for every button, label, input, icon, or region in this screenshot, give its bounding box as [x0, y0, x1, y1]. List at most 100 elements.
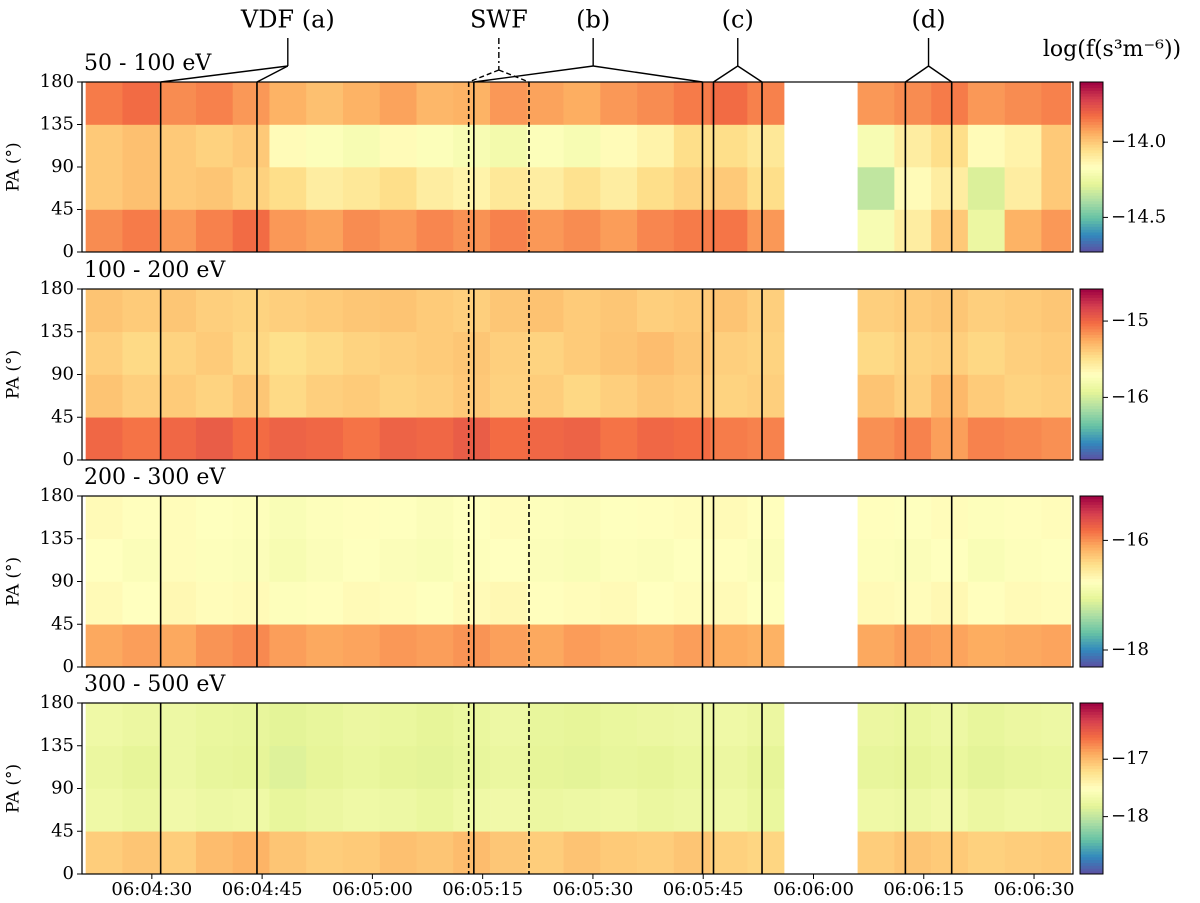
colorbar-swatch — [1080, 714, 1103, 718]
heatmap-cell — [1004, 788, 1042, 832]
colorbar-swatch — [1080, 440, 1103, 444]
panel-title: 300 - 500 eV — [84, 672, 226, 697]
heatmap-cell — [931, 831, 969, 875]
heatmap-cell — [85, 745, 123, 789]
heatmap-cell — [563, 581, 601, 625]
x-tick-label: 06:06:30 — [994, 879, 1075, 900]
heatmap-cell — [269, 581, 307, 625]
heatmap-cell — [931, 788, 969, 832]
colorbar-swatch — [1080, 612, 1103, 617]
colorbar-swatch — [1080, 604, 1103, 608]
colorbar-swatch — [1080, 825, 1103, 829]
colorbar-swatch — [1080, 814, 1103, 818]
heatmap-cell — [490, 831, 528, 875]
heatmap-cell — [1041, 831, 1072, 875]
colorbar-swatch — [1080, 323, 1103, 327]
heatmap-cell — [710, 538, 748, 582]
heatmap-cell — [637, 496, 675, 540]
heatmap-cell — [490, 496, 528, 540]
heatmap-cell — [122, 745, 160, 789]
heatmap-cell — [306, 289, 344, 333]
heatmap-cell — [1004, 624, 1042, 668]
colorbar-swatch — [1080, 649, 1103, 654]
heatmap-cell — [195, 788, 234, 832]
heatmap-cell — [85, 289, 123, 333]
heatmap-cell — [637, 788, 675, 832]
y-axis-label: PA (°) — [4, 350, 24, 399]
heatmap-cell — [1041, 331, 1072, 375]
heatmap-cell — [526, 82, 564, 125]
colorbar-swatch — [1080, 703, 1103, 707]
heatmap-cell — [1004, 538, 1042, 582]
heatmap-cell — [563, 496, 601, 540]
heatmap-cell — [563, 209, 601, 253]
y-tick-label: 180 — [40, 485, 74, 506]
colorbar-swatch — [1080, 365, 1103, 370]
y-axis-label: PA (°) — [4, 764, 24, 813]
heatmap-cell — [673, 581, 711, 625]
heatmap-cell — [857, 703, 895, 747]
heatmap-cell — [526, 788, 564, 832]
colorbar-swatch — [1080, 457, 1103, 461]
heatmap-cell — [600, 82, 638, 125]
colorbar-swatch — [1080, 615, 1103, 619]
colorbar-swatch — [1080, 652, 1103, 656]
heatmap-cell — [894, 331, 932, 375]
heatmap-cell — [710, 374, 748, 418]
heatmap-cell — [232, 788, 270, 832]
colorbar-swatch — [1080, 434, 1103, 438]
colorbar-swatch — [1080, 632, 1103, 637]
heatmap-cell — [710, 496, 748, 540]
colorbar-swatch — [1080, 836, 1103, 841]
heatmap-cell — [563, 831, 601, 875]
heatmap-cell — [747, 831, 785, 875]
heatmap-cell — [857, 538, 895, 582]
y-tick-label: 90 — [51, 778, 74, 799]
annotation-bracket — [160, 65, 288, 83]
colorbar-swatch — [1080, 757, 1103, 761]
colorbar-swatch — [1080, 363, 1103, 367]
colorbar-swatch — [1080, 380, 1103, 384]
colorbar-swatch — [1080, 751, 1103, 755]
colorbar-swatch — [1080, 533, 1103, 537]
x-tick-label: 06:05:00 — [332, 879, 413, 900]
colorbar-swatch — [1080, 567, 1103, 571]
heatmap-cell — [269, 289, 307, 333]
colorbar-swatch — [1080, 720, 1103, 724]
colorbar-swatch — [1080, 206, 1103, 210]
heatmap-cell — [637, 82, 675, 125]
heatmap-cell — [269, 331, 307, 375]
heatmap-cell — [453, 209, 491, 253]
heatmap-cell — [490, 581, 528, 625]
heatmap-cell — [85, 417, 123, 461]
heatmap-cell — [747, 788, 785, 832]
colorbar-frame — [1079, 495, 1104, 668]
heatmap-cell — [232, 496, 270, 540]
colorbar-swatch — [1080, 859, 1103, 863]
heatmap-cell — [967, 374, 1005, 418]
annotation-bracket — [593, 65, 703, 83]
heatmap-cell — [453, 624, 491, 668]
colorbar-swatch — [1080, 705, 1103, 710]
y-axis-label: PA (°) — [4, 557, 24, 606]
heatmap-cell — [710, 82, 748, 125]
heatmap-cell — [306, 496, 344, 540]
heatmap-cell — [526, 496, 564, 540]
colorbar-tick-label: −14.0 — [1111, 131, 1166, 152]
colorbar-swatch — [1080, 220, 1103, 225]
heatmap-cell — [159, 289, 197, 333]
heatmap-cell — [967, 624, 1005, 668]
heatmap-cell — [342, 289, 381, 333]
colorbar-swatch — [1080, 431, 1103, 435]
colorbar-swatch — [1080, 607, 1103, 611]
heatmap-cell — [967, 82, 1005, 125]
colorbar-swatch — [1080, 337, 1103, 341]
heatmap-cell — [342, 331, 381, 375]
heatmap-cell — [490, 745, 528, 789]
colorbar-swatch — [1080, 110, 1103, 114]
colorbar-swatch — [1080, 771, 1103, 775]
heatmap-cell — [1041, 496, 1072, 540]
annotation-bracket — [713, 65, 739, 83]
heatmap-cell — [159, 624, 197, 668]
heatmap-cell — [747, 289, 785, 333]
